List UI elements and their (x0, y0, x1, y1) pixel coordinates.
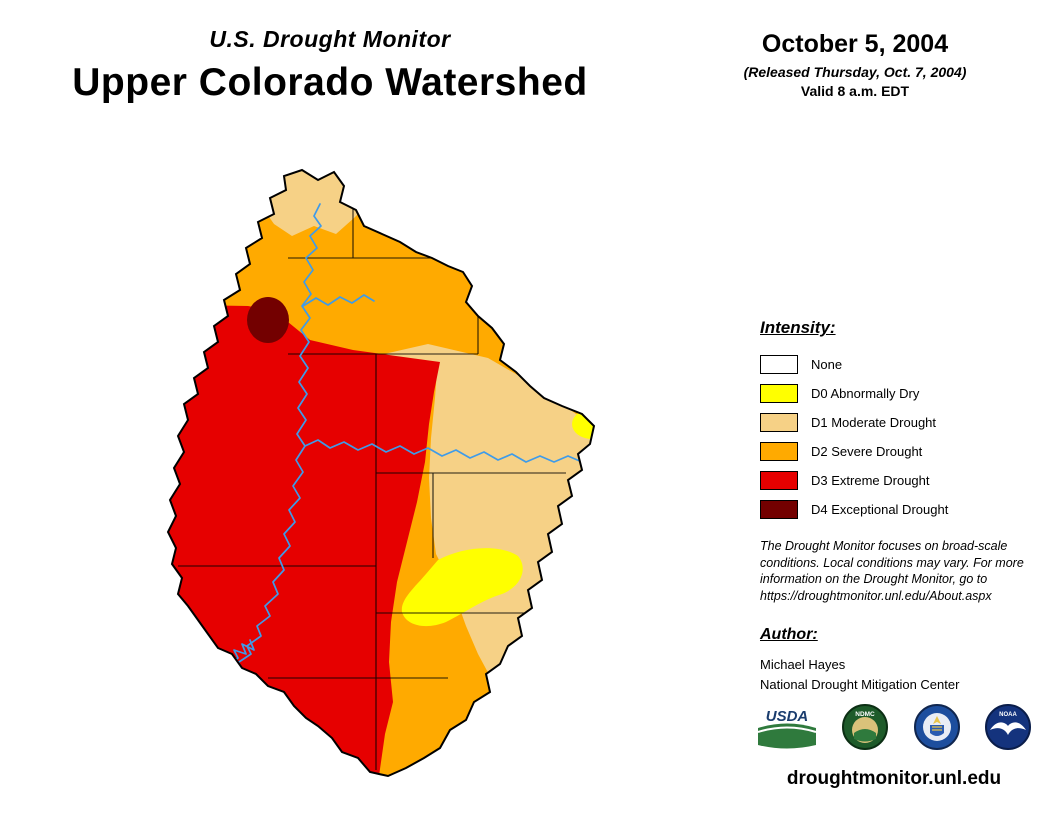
ndmc-logo-text: NDMC (856, 711, 876, 718)
legend-label: None (811, 357, 843, 372)
page-title: Upper Colorado Watershed (72, 61, 588, 104)
author-organization: National Drought Mitigation Center (760, 676, 960, 692)
author-block: Author: Michael Hayes National Drought M… (760, 626, 959, 694)
ndmc-logo: NDMC (842, 704, 889, 750)
legend-item-none: None (760, 350, 1040, 379)
legend-item-d2: D2 Severe Drought (760, 437, 1040, 466)
watershed-outline (166, 168, 596, 778)
author-heading: Author: (760, 626, 818, 643)
footer-url: droughtmonitor.unl.edu (786, 768, 1002, 789)
legend-label: D3 Extreme Drought (811, 473, 930, 488)
program-title: U.S. Drought Monitor (209, 26, 451, 52)
commerce-seal-logo (913, 704, 960, 750)
legend-label: D2 Severe Drought (811, 444, 923, 459)
legend-swatch-none (760, 355, 798, 374)
drought-map-svg (166, 168, 596, 778)
disclaimer-text: The Drought Monitor focuses on broad-sca… (760, 539, 1024, 603)
legend-item-d0: D0 Abnormally Dry (760, 379, 1040, 408)
usda-logo-text: USDA (766, 708, 809, 725)
legend-heading: Intensity: (760, 318, 836, 337)
legend-item-d4: D4 Exceptional Drought (760, 495, 1040, 524)
legend-label: D0 Abnormally Dry (811, 386, 920, 401)
released-date: (Released Thursday, Oct. 7, 2004) (743, 64, 967, 80)
legend-swatch-d4 (760, 500, 798, 519)
header: U.S. Drought Monitor Upper Colorado Wate… (40, 26, 620, 105)
legend-item-d1: D1 Moderate Drought (760, 408, 1040, 437)
legend-swatch-d3 (760, 471, 798, 490)
watershed-map (148, 158, 608, 790)
county-boundaries (178, 170, 566, 770)
legend-label: D4 Exceptional Drought (811, 502, 949, 517)
noaa-logo: NOAA (984, 704, 1031, 750)
map-region-d1-north (256, 170, 386, 236)
usda-logo: USDA (756, 704, 818, 750)
legend-swatch-d2 (760, 442, 798, 461)
legend-swatch-d1 (760, 413, 798, 432)
legend: Intensity: None D0 Abnormally Dry D1 Mod… (760, 318, 1040, 524)
author-name: Michael Hayes (760, 657, 846, 672)
noaa-logo-text: NOAA (999, 712, 1017, 718)
map-region-d4-exceptional (247, 297, 289, 343)
river-lines (225, 203, 583, 679)
legend-label: D1 Moderate Drought (811, 415, 937, 430)
legend-item-d3: D3 Extreme Drought (760, 466, 1040, 495)
legend-swatch-d0 (760, 384, 798, 403)
agency-logos: USDA NDMC NOAA (756, 703, 1032, 751)
valid-time: Valid 8 a.m. EDT (800, 83, 910, 99)
map-region-d0-south (401, 548, 523, 627)
map-date: October 5, 2004 (761, 30, 949, 58)
date-block: October 5, 2004 (Released Thursday, Oct.… (715, 30, 995, 99)
